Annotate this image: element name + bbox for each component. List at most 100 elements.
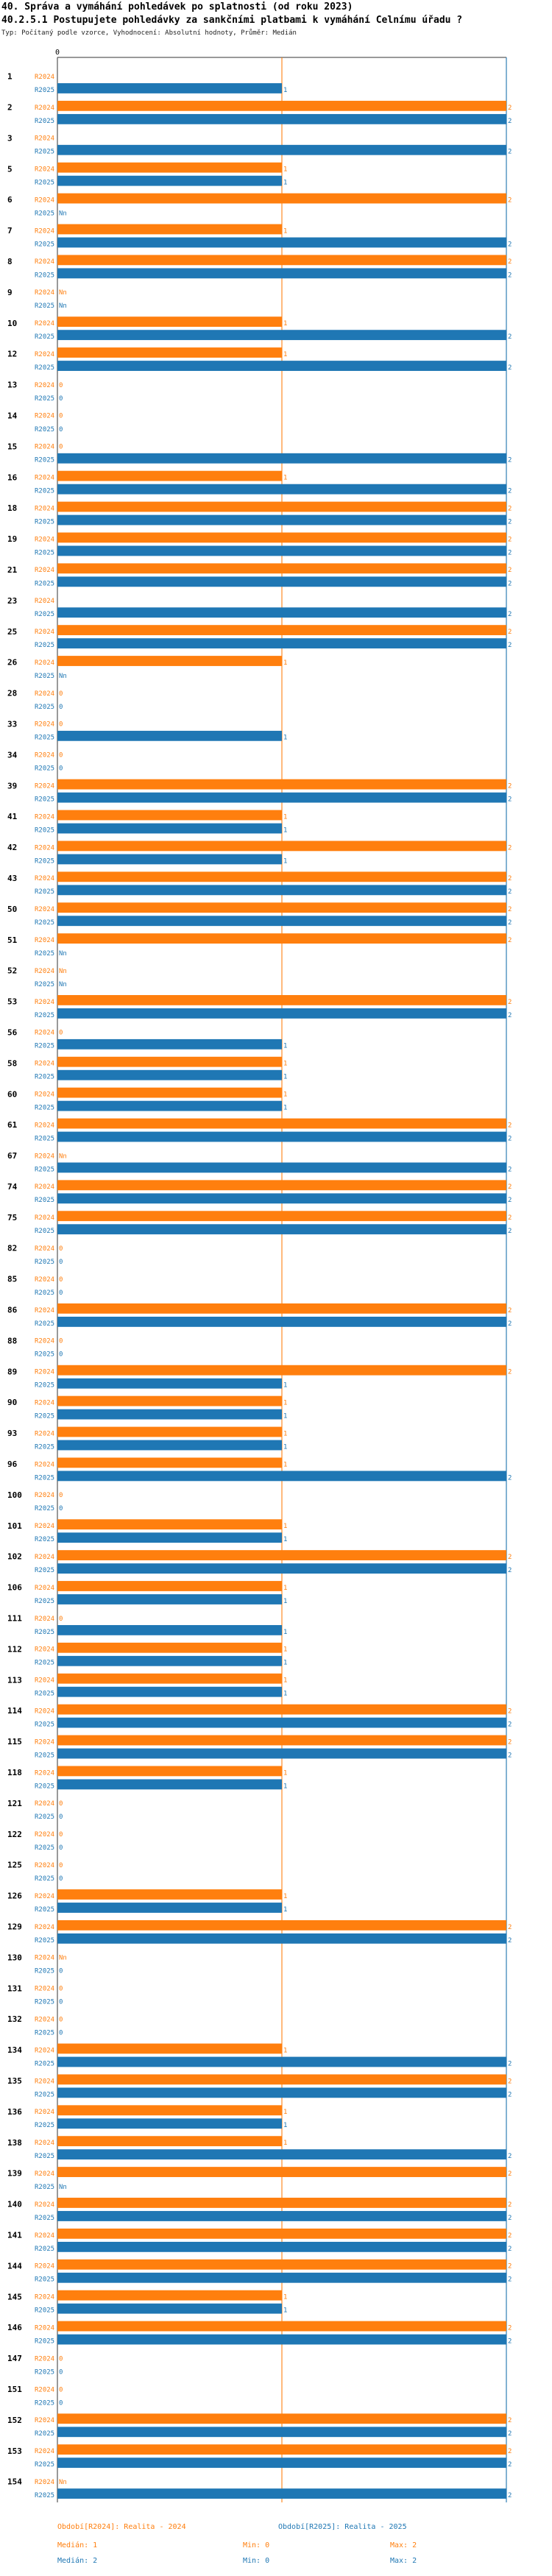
category-label: 58 bbox=[7, 1058, 17, 1068]
data-label-r2025: 2 bbox=[508, 919, 512, 927]
series-tag-r2025: R2025 bbox=[35, 1413, 54, 1420]
data-label-r2024: 2 bbox=[508, 1708, 512, 1715]
data-label-r2024: 0 bbox=[59, 2386, 63, 2393]
category-label: 121 bbox=[7, 1799, 22, 1808]
data-label-r2025: Nn bbox=[59, 981, 67, 988]
series-tag-r2024: R2024 bbox=[35, 1214, 54, 1222]
bar-r2024 bbox=[57, 1303, 506, 1314]
bar-r2025 bbox=[57, 144, 506, 155]
series-tag-r2024: R2024 bbox=[35, 2448, 54, 2455]
series-tag-r2025: R2025 bbox=[35, 1536, 54, 1543]
series-tag-r2024: R2024 bbox=[35, 475, 54, 482]
series-tag-r2024: R2024 bbox=[35, 999, 54, 1006]
legend-r2024-label: Období[R2024]: Realita - 2024 bbox=[57, 2523, 186, 2531]
data-label-r2025: 1 bbox=[283, 1413, 287, 1420]
category-label: 3 bbox=[7, 133, 13, 143]
bar-r2024 bbox=[57, 100, 506, 111]
bar-r2024 bbox=[57, 2259, 506, 2270]
category-label: 74 bbox=[7, 1182, 18, 1192]
series-tag-r2025: R2025 bbox=[35, 2184, 54, 2191]
series-tag-r2025: R2025 bbox=[35, 950, 54, 958]
data-label-r2025: 2 bbox=[508, 1197, 512, 1204]
series-tag-r2025: R2025 bbox=[35, 1382, 54, 1390]
bar-r2024 bbox=[57, 2136, 282, 2147]
data-label-r2024: 0 bbox=[59, 382, 63, 389]
series-tag-r2025: R2025 bbox=[35, 1906, 54, 1914]
category-label: 139 bbox=[7, 2169, 22, 2179]
category-label: 19 bbox=[7, 534, 17, 544]
category-label: 8 bbox=[7, 257, 13, 266]
data-label-r2024: 1 bbox=[283, 1893, 287, 1900]
data-label-r2025: 2 bbox=[508, 1474, 512, 1482]
series-tag-r2025: R2025 bbox=[35, 2430, 54, 2438]
series-tag-r2024: R2024 bbox=[35, 968, 54, 975]
data-label-r2024: 0 bbox=[59, 1492, 63, 1499]
data-label-r2024: Nn bbox=[59, 1955, 67, 1962]
bar-r2025 bbox=[57, 730, 282, 741]
data-label-r2025: 2 bbox=[508, 2153, 512, 2160]
series-tag-r2025: R2025 bbox=[35, 1074, 54, 1081]
series-tag-r2024: R2024 bbox=[35, 444, 54, 451]
legend-r2024-median: Medián: 1 bbox=[57, 2541, 98, 2550]
bar-r2025 bbox=[57, 1224, 506, 1235]
data-label-r2025: 0 bbox=[59, 2368, 63, 2376]
category-label: 129 bbox=[7, 1922, 22, 1932]
category-label: 14 bbox=[7, 411, 18, 420]
series-tag-r2024: R2024 bbox=[35, 1461, 54, 1468]
data-label-r2025: 2 bbox=[508, 518, 512, 526]
data-label-r2025: 2 bbox=[508, 1228, 512, 1235]
category-label: 7 bbox=[7, 226, 13, 236]
data-label-r2024: 0 bbox=[59, 2355, 63, 2363]
series-tag-r2024: R2024 bbox=[35, 659, 54, 667]
data-label-r2025: 1 bbox=[283, 1598, 287, 1605]
bar-r2024 bbox=[57, 2321, 506, 2332]
category-label: 53 bbox=[7, 997, 17, 1007]
series-tag-r2025: R2025 bbox=[35, 1968, 54, 1975]
bar-r2025 bbox=[57, 2211, 506, 2221]
category-label: 52 bbox=[7, 966, 17, 976]
series-tag-r2024: R2024 bbox=[35, 2016, 54, 2023]
series-tag-r2025: R2025 bbox=[35, 549, 54, 556]
category-label: 85 bbox=[7, 1275, 17, 1284]
data-label-r2024: 1 bbox=[283, 659, 287, 667]
data-label-r2025: 2 bbox=[508, 2215, 512, 2222]
series-tag-r2024: R2024 bbox=[35, 1492, 54, 1499]
data-label-r2025: 2 bbox=[508, 1012, 512, 1019]
series-tag-r2025: R2025 bbox=[35, 1228, 54, 1235]
data-label-r2024: 1 bbox=[283, 320, 287, 328]
data-label-r2024: 1 bbox=[283, 2140, 287, 2147]
bar-r2024 bbox=[57, 224, 282, 235]
data-label-r2024: 1 bbox=[283, 1091, 287, 1099]
series-tag-r2024: R2024 bbox=[35, 1061, 54, 1068]
series-tag-r2025: R2025 bbox=[35, 1474, 54, 1482]
series-tag-r2025: R2025 bbox=[35, 2399, 54, 2407]
category-label: 6 bbox=[7, 195, 13, 205]
data-label-r2024: 2 bbox=[508, 999, 512, 1006]
bar-r2024 bbox=[57, 994, 506, 1005]
data-label-r2024: 2 bbox=[508, 1214, 512, 1222]
bar-r2025 bbox=[57, 1655, 282, 1666]
bar-r2025 bbox=[57, 854, 282, 865]
data-label-r2025: 0 bbox=[59, 1999, 63, 2006]
bar-r2025 bbox=[57, 1193, 506, 1204]
category-label: 9 bbox=[7, 288, 13, 297]
series-tag-r2025: R2025 bbox=[35, 580, 54, 587]
bar-r2025 bbox=[57, 607, 506, 618]
bar-r2025 bbox=[57, 2087, 506, 2098]
series-tag-r2025: R2025 bbox=[35, 1351, 54, 1359]
data-label-r2025: 2 bbox=[508, 2060, 512, 2067]
series-tag-r2024: R2024 bbox=[35, 1523, 54, 1530]
category-label: 16 bbox=[7, 473, 18, 482]
data-label-r2024: 2 bbox=[508, 2417, 512, 2424]
series-tag-r2025: R2025 bbox=[35, 518, 54, 526]
data-label-r2025: 1 bbox=[283, 1691, 287, 1698]
series-tag-r2024: R2024 bbox=[35, 2479, 54, 2486]
bar-r2025 bbox=[57, 1748, 506, 1759]
series-tag-r2024: R2024 bbox=[35, 1893, 54, 1900]
data-label-r2024: 2 bbox=[508, 844, 512, 852]
series-tag-r2025: R2025 bbox=[35, 1598, 54, 1605]
series-tag-r2025: R2025 bbox=[35, 395, 54, 403]
bar-r2024 bbox=[57, 1118, 506, 1129]
bar-r2025 bbox=[57, 1933, 506, 1944]
series-tag-r2025: R2025 bbox=[35, 1844, 54, 1852]
